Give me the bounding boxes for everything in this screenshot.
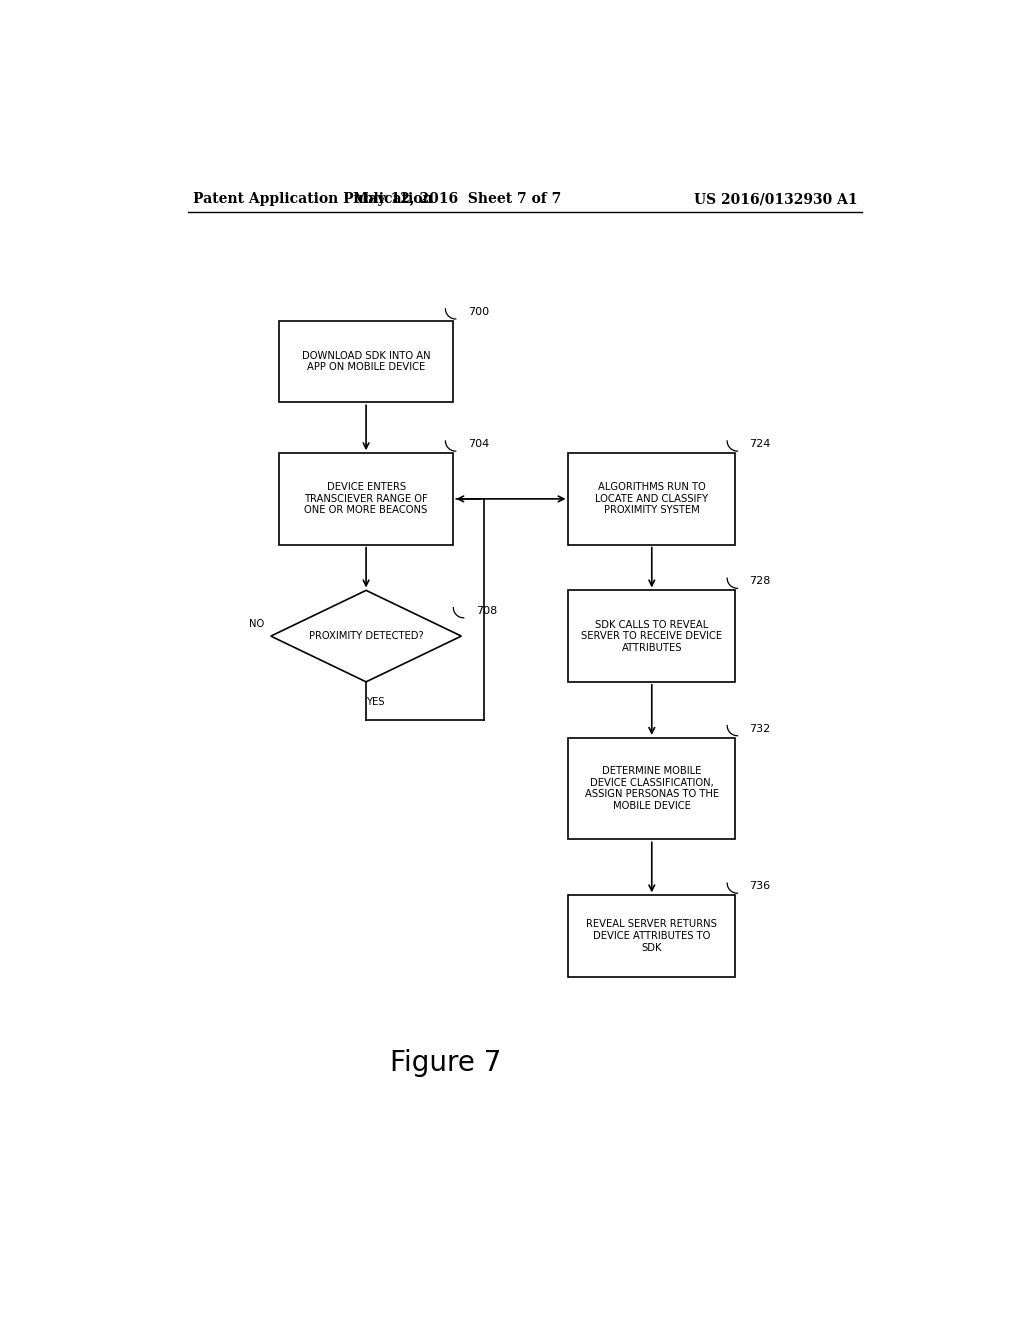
Text: DOWNLOAD SDK INTO AN
APP ON MOBILE DEVICE: DOWNLOAD SDK INTO AN APP ON MOBILE DEVIC… xyxy=(302,351,430,372)
Text: SDK CALLS TO REVEAL
SERVER TO RECEIVE DEVICE
ATTRIBUTES: SDK CALLS TO REVEAL SERVER TO RECEIVE DE… xyxy=(582,619,722,652)
Text: 724: 724 xyxy=(750,440,771,449)
Text: Figure 7: Figure 7 xyxy=(390,1049,501,1077)
Text: DETERMINE MOBILE
DEVICE CLASSIFICATION,
ASSIGN PERSONAS TO THE
MOBILE DEVICE: DETERMINE MOBILE DEVICE CLASSIFICATION, … xyxy=(585,766,719,810)
Text: 704: 704 xyxy=(468,440,488,449)
Text: YES: YES xyxy=(367,697,385,708)
Text: REVEAL SERVER RETURNS
DEVICE ATTRIBUTES TO
SDK: REVEAL SERVER RETURNS DEVICE ATTRIBUTES … xyxy=(587,919,717,953)
Text: 700: 700 xyxy=(468,308,488,317)
Text: May 12, 2016  Sheet 7 of 7: May 12, 2016 Sheet 7 of 7 xyxy=(353,191,561,206)
FancyBboxPatch shape xyxy=(568,453,735,545)
Text: DEVICE ENTERS
TRANSCIEVER RANGE OF
ONE OR MORE BEACONS: DEVICE ENTERS TRANSCIEVER RANGE OF ONE O… xyxy=(304,482,428,516)
FancyBboxPatch shape xyxy=(568,590,735,682)
Text: Patent Application Publication: Patent Application Publication xyxy=(194,191,433,206)
Text: 708: 708 xyxy=(475,606,497,615)
FancyBboxPatch shape xyxy=(279,453,454,545)
Text: ALGORITHMS RUN TO
LOCATE AND CLASSIFY
PROXIMITY SYSTEM: ALGORITHMS RUN TO LOCATE AND CLASSIFY PR… xyxy=(595,482,709,516)
Text: PROXIMITY DETECTED?: PROXIMITY DETECTED? xyxy=(308,631,424,642)
FancyBboxPatch shape xyxy=(568,895,735,977)
Polygon shape xyxy=(270,590,461,682)
FancyBboxPatch shape xyxy=(279,321,454,403)
Text: NO: NO xyxy=(249,619,264,628)
Text: 736: 736 xyxy=(750,882,770,891)
Text: 732: 732 xyxy=(750,723,771,734)
Text: US 2016/0132930 A1: US 2016/0132930 A1 xyxy=(694,191,858,206)
FancyBboxPatch shape xyxy=(568,738,735,840)
Text: 728: 728 xyxy=(750,577,771,586)
